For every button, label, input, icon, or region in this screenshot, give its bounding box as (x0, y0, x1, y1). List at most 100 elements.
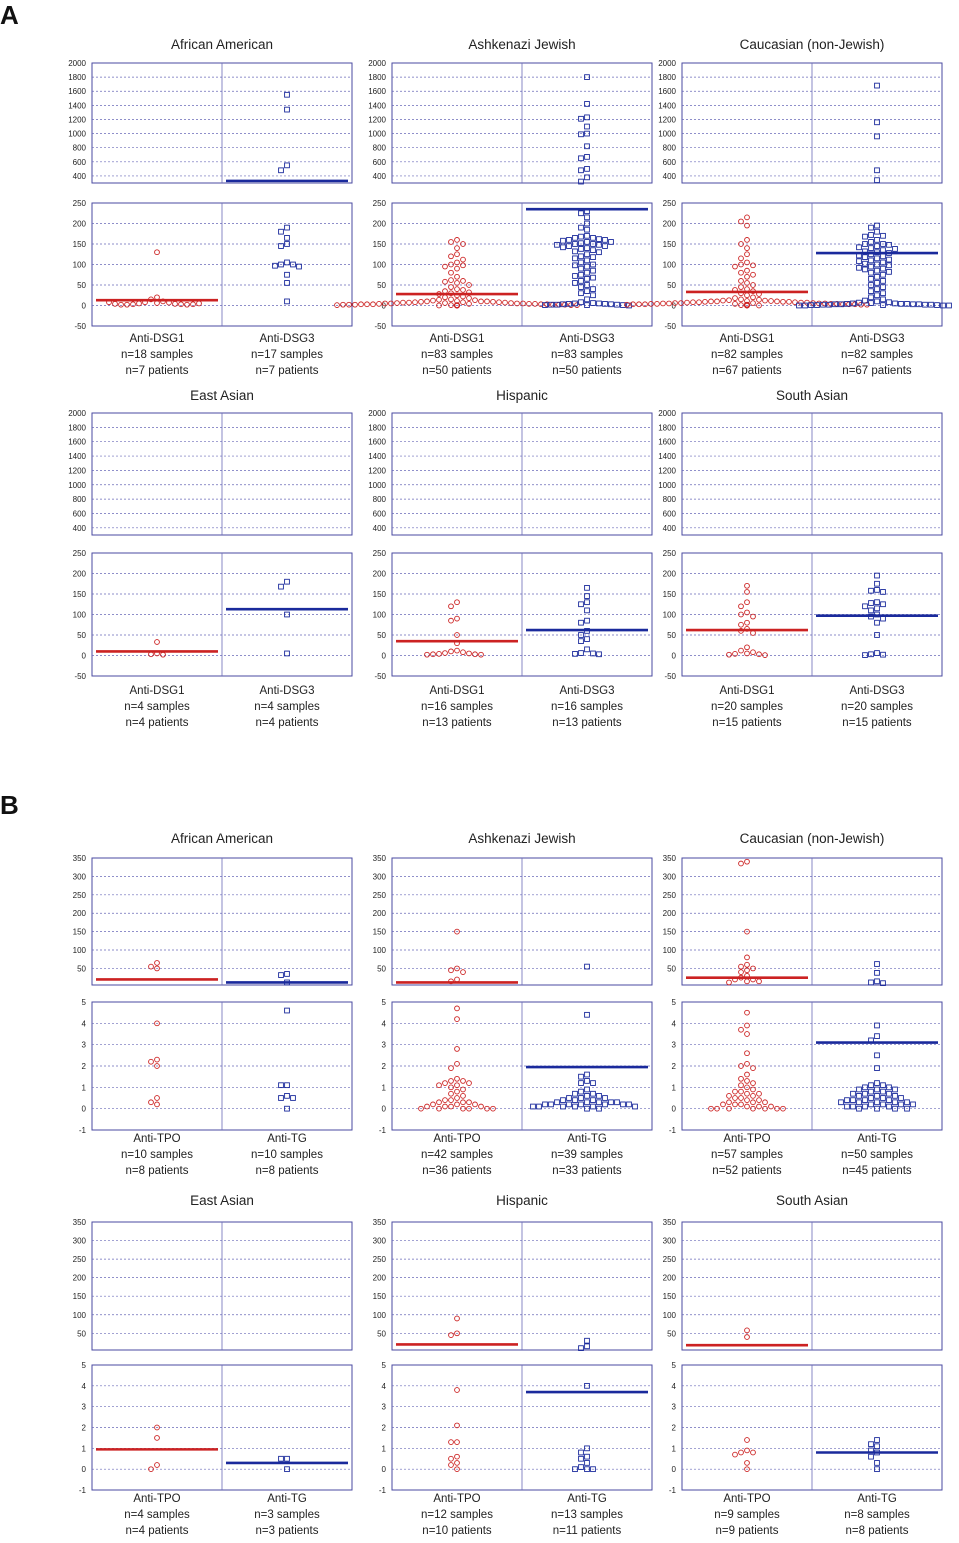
data-point (148, 1099, 154, 1106)
data-point (454, 1422, 460, 1429)
data-point (442, 263, 448, 270)
patients-count: n=50 patients (422, 365, 492, 377)
data-point (750, 282, 756, 288)
data-point (910, 301, 916, 308)
data-point (578, 1345, 584, 1351)
data-point (394, 300, 400, 306)
y-tick-label: 250 (73, 549, 87, 558)
patients-count: n=15 patients (842, 717, 912, 729)
chart-7: African American 50 100 150 200 250 300 350 -1 0 1… (73, 831, 353, 1177)
data-point (154, 1101, 160, 1108)
data-point (874, 273, 880, 280)
data-point (566, 301, 572, 307)
data-point (744, 259, 750, 266)
y-tick-label: 50 (667, 1329, 676, 1338)
data-point (584, 282, 590, 288)
data-point (448, 1439, 454, 1445)
samples-count: n=12 samples (421, 1509, 493, 1521)
data-point (284, 1455, 290, 1462)
data-point (430, 1101, 436, 1108)
data-point (478, 1103, 484, 1110)
data-point (874, 255, 880, 262)
data-point (856, 1099, 862, 1106)
y-tick-label: 0 (82, 652, 87, 661)
data-point (744, 273, 750, 280)
y-tick-label: 800 (73, 495, 87, 504)
data-point (278, 1082, 284, 1089)
data-point (590, 1466, 596, 1473)
data-point (850, 300, 856, 307)
data-point (584, 214, 590, 221)
group-label: Anti-TPO (133, 1133, 180, 1145)
y-tick-label: 0 (672, 1105, 677, 1114)
data-point (596, 1105, 602, 1112)
data-point (696, 299, 702, 306)
y-tick-label: 800 (663, 144, 677, 153)
data-point (148, 963, 154, 970)
data-point (184, 301, 190, 308)
data-point (284, 106, 290, 113)
data-point (578, 284, 584, 290)
data-point (744, 1090, 750, 1097)
data-point (584, 593, 590, 599)
data-point (844, 1097, 850, 1103)
data-point (154, 294, 160, 301)
data-point (460, 256, 466, 263)
y-tick-label: 2000 (658, 59, 676, 68)
y-tick-label: 250 (73, 891, 87, 900)
data-point (880, 1082, 886, 1089)
data-point (756, 1103, 762, 1110)
y-tick-label: 100 (663, 611, 677, 620)
data-point (278, 972, 284, 978)
data-point (868, 1101, 874, 1108)
data-point (678, 300, 684, 306)
data-point (856, 1086, 862, 1093)
y-tick-label: 150 (373, 240, 387, 249)
data-point (868, 257, 874, 264)
data-point (148, 1466, 154, 1473)
data-point (940, 302, 946, 309)
y-tick-label: 1000 (658, 481, 676, 490)
data-point (154, 1095, 160, 1101)
data-point (874, 1065, 880, 1071)
data-point (572, 1103, 578, 1110)
group-label: Anti-TG (567, 1133, 607, 1145)
data-point (430, 297, 436, 304)
data-point (874, 1105, 880, 1112)
y-tick-label: 300 (663, 872, 677, 881)
data-point (886, 1103, 892, 1110)
data-point (578, 1095, 584, 1101)
data-point (862, 1084, 868, 1091)
data-point (744, 1031, 750, 1037)
samples-count: n=17 samples (251, 349, 323, 361)
data-point (732, 1451, 738, 1458)
samples-count: n=82 samples (841, 349, 913, 361)
y-tick-label: 1800 (658, 73, 676, 82)
data-point (572, 248, 578, 255)
data-point (886, 269, 892, 275)
data-point (744, 1022, 750, 1029)
group-label: Anti-TPO (723, 1133, 770, 1145)
data-point (290, 1095, 296, 1101)
y-tick-label: 350 (373, 1218, 387, 1227)
y-tick-label: 100 (663, 946, 677, 955)
data-point (584, 101, 590, 107)
data-point (584, 1078, 590, 1084)
data-point (738, 278, 744, 284)
data-point (714, 1105, 720, 1112)
data-point (892, 1099, 898, 1106)
y-tick-label: 600 (663, 158, 677, 167)
data-point (868, 979, 874, 986)
data-point (726, 1105, 732, 1112)
samples-count: n=50 samples (841, 1149, 913, 1161)
data-point (874, 243, 880, 249)
data-point (874, 580, 880, 587)
data-point (346, 301, 352, 308)
data-point (744, 858, 750, 865)
data-point (744, 1460, 750, 1466)
y-tick-label: 400 (663, 524, 677, 533)
data-point (284, 234, 290, 241)
data-point (750, 976, 756, 983)
data-point (608, 239, 614, 245)
data-point (584, 302, 590, 308)
